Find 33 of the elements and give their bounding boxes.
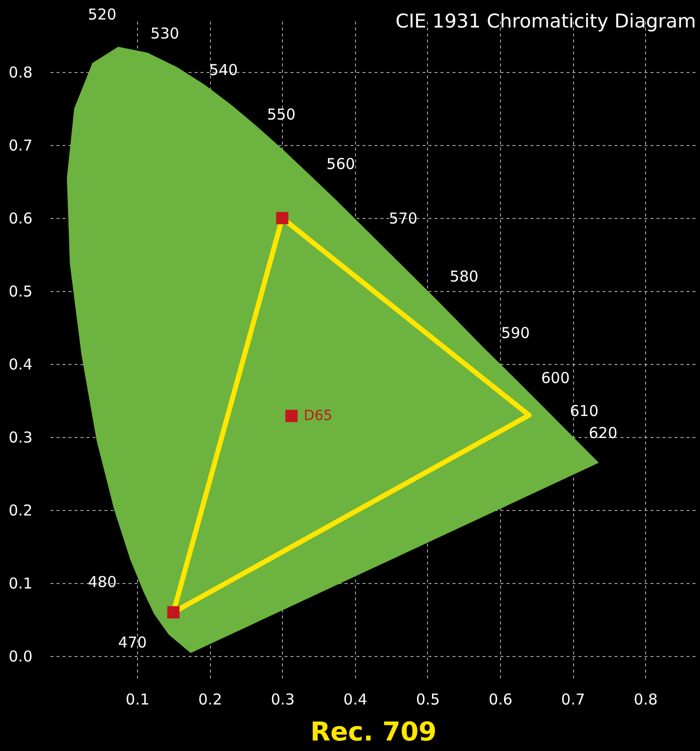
- x-axis-title: Rec. 709: [310, 718, 437, 748]
- x-tick-label: 0.8: [634, 690, 658, 708]
- annotation: D65: [304, 408, 332, 424]
- y-tick-label: 0.1: [8, 574, 32, 593]
- annotation: 600: [541, 368, 570, 387]
- annotation: 620: [588, 424, 618, 442]
- annotation: 560: [326, 154, 356, 173]
- y-tick-label: 0.2: [8, 502, 32, 520]
- y-tick-label: 0.4: [8, 356, 32, 374]
- annotation: 540: [209, 61, 238, 80]
- annotation: 580: [450, 267, 478, 286]
- y-tick-label: 0.7: [8, 136, 32, 155]
- annotation: 480: [88, 572, 117, 591]
- chart-title: CIE 1931 Chromaticity Diagram: [395, 10, 696, 33]
- annotation: 550: [266, 106, 296, 124]
- y-tick-label: 0.0: [8, 648, 32, 666]
- y-tick-label: 0.6: [8, 210, 32, 228]
- x-tick-label: 0.4: [343, 690, 368, 708]
- y-tick-label: 0.5: [8, 282, 32, 301]
- x-tick-label: 0.6: [488, 690, 512, 708]
- annotation: 520: [88, 6, 116, 24]
- x-tick-label: 0.3: [270, 690, 295, 708]
- annotation: 570: [388, 209, 418, 228]
- annotation: 590: [501, 324, 530, 342]
- annotation: 470: [118, 634, 147, 652]
- x-tick-label: 0.2: [198, 690, 222, 708]
- y-tick-label: 0.3: [8, 428, 32, 447]
- annotation: 530: [150, 24, 180, 42]
- annotation: 610: [570, 402, 599, 420]
- x-tick-label: 0.7: [561, 690, 586, 708]
- y-tick-label: 0.8: [8, 64, 32, 82]
- x-tick-label: 0.5: [416, 690, 440, 708]
- x-tick-label: 0.1: [126, 690, 150, 708]
